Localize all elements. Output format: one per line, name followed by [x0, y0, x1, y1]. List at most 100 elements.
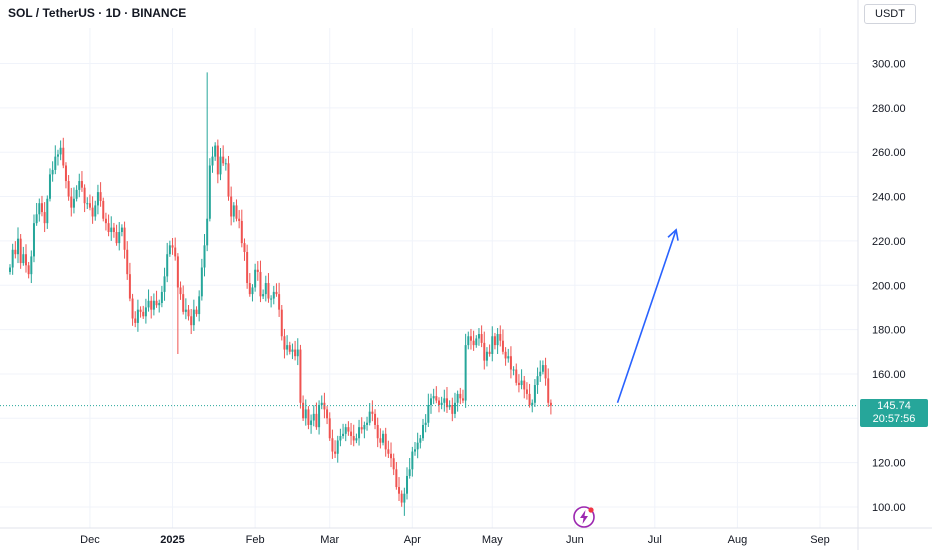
- candle-body: [256, 269, 259, 272]
- candle-body: [134, 318, 137, 323]
- candle-body: [547, 378, 550, 403]
- candle-body: [294, 349, 297, 357]
- candle-body: [459, 393, 462, 399]
- candle-body: [91, 207, 94, 217]
- candle-body: [192, 309, 195, 326]
- candle-body: [499, 334, 502, 341]
- candle-body: [243, 243, 246, 252]
- candle-body: [230, 196, 233, 217]
- candle-body: [344, 427, 347, 434]
- candle-body: [475, 338, 478, 346]
- candle-body: [443, 398, 446, 403]
- candle-body: [62, 147, 65, 166]
- candle-body: [355, 438, 358, 441]
- candle-body: [312, 413, 315, 421]
- candle-body: [451, 404, 454, 414]
- candle-body: [360, 427, 363, 430]
- candle-body: [251, 287, 254, 295]
- candle-body: [110, 227, 113, 233]
- candle-body: [187, 309, 190, 317]
- candle-body: [264, 283, 267, 295]
- candle-body: [104, 218, 107, 224]
- candle-body: [107, 223, 110, 233]
- candle-body: [16, 238, 19, 255]
- candle-body: [315, 413, 318, 428]
- candle-body: [96, 192, 99, 206]
- candle-body: [334, 451, 337, 454]
- candle-body: [139, 309, 142, 312]
- candle-body: [416, 442, 419, 450]
- x-tick-label: 2025: [160, 534, 184, 546]
- candle-body: [477, 334, 480, 339]
- candle-body: [371, 411, 374, 414]
- candle-body: [512, 369, 515, 371]
- candle-body: [421, 424, 424, 439]
- candle-body: [323, 402, 326, 410]
- candle-body: [408, 469, 411, 476]
- candle-body: [75, 189, 78, 199]
- candle-body: [352, 436, 355, 441]
- y-tick-label: 200.00: [872, 280, 906, 292]
- candle-body: [198, 296, 201, 315]
- y-tick-label: 280.00: [872, 103, 906, 115]
- candle-body: [206, 218, 209, 246]
- candle-body: [472, 340, 475, 346]
- candle-body: [176, 256, 179, 288]
- currency-selector[interactable]: USDT: [864, 4, 916, 24]
- candle-body: [246, 251, 249, 284]
- candle-body: [51, 169, 54, 175]
- bar-countdown: 20:57:56: [872, 413, 916, 425]
- candle-body: [437, 400, 440, 405]
- candle-body: [30, 256, 33, 275]
- candle-body: [549, 402, 552, 406]
- candle-body: [320, 402, 323, 405]
- y-tick-label: 260.00: [872, 147, 906, 159]
- candle-body: [280, 309, 283, 337]
- candle-body: [456, 393, 459, 403]
- candle-body: [211, 156, 214, 166]
- candle-body: [347, 427, 350, 432]
- candle-body: [123, 227, 126, 250]
- candle-body: [136, 309, 139, 323]
- candle-body: [142, 311, 145, 317]
- candle-body: [126, 249, 129, 275]
- candle-body: [14, 249, 17, 255]
- candle-body: [224, 163, 227, 165]
- y-tick-label: 160.00: [872, 369, 906, 381]
- candle-body: [254, 269, 257, 288]
- candle-body: [219, 156, 222, 175]
- candle-body: [227, 163, 230, 197]
- y-tick-label: 300.00: [872, 59, 906, 71]
- candle-body: [523, 380, 526, 390]
- candle-body: [517, 382, 520, 386]
- candle-body: [19, 238, 22, 264]
- candle-body: [203, 245, 206, 268]
- candle-body: [88, 203, 91, 208]
- candle-body: [64, 165, 67, 182]
- candle-body: [299, 349, 302, 403]
- x-tick-label: Dec: [80, 534, 100, 546]
- candle-body: [214, 145, 217, 157]
- candle-body: [232, 205, 235, 217]
- candle-body: [208, 165, 211, 219]
- candle-body: [350, 431, 353, 437]
- x-tick-label: May: [482, 534, 503, 546]
- candle-body: [363, 424, 366, 430]
- candle-body: [520, 380, 523, 386]
- candle-body: [32, 223, 35, 257]
- x-tick-label: Apr: [404, 534, 421, 546]
- candle-body: [166, 254, 169, 277]
- candle-body: [328, 418, 331, 439]
- candle-body: [419, 438, 422, 443]
- candle-body: [80, 181, 83, 188]
- y-tick-label: 120.00: [872, 458, 906, 470]
- x-tick-label: Jul: [648, 534, 662, 546]
- candle-body: [491, 336, 494, 354]
- candles: [9, 72, 552, 516]
- x-tick-label: Aug: [728, 534, 748, 546]
- lightning-icon[interactable]: [573, 506, 595, 528]
- candle-body: [155, 300, 158, 306]
- candle-body: [376, 424, 379, 439]
- candle-body: [144, 307, 147, 317]
